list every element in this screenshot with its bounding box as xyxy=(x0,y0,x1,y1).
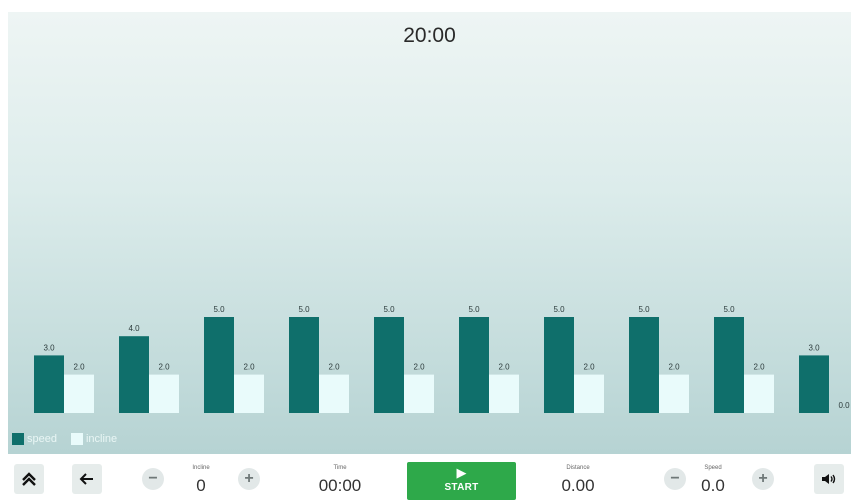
incline-bar xyxy=(234,374,264,413)
speed-value-label: 5.0 xyxy=(723,305,735,314)
legend-incline-swatch xyxy=(70,433,83,445)
back-arrow-icon xyxy=(79,473,93,485)
workout-panel: 20:00 3.0 2.0 4.0 2.0 5.0 2.0 5.0 2.0 5.0 2.0 5.0 2… xyxy=(8,12,851,454)
speed-bar xyxy=(119,336,149,413)
speed-display: Speed 0.0 xyxy=(698,465,728,496)
incline-value-label: 2.0 xyxy=(158,363,170,372)
volume-button[interactable] xyxy=(814,464,844,494)
legend-incline: incline xyxy=(70,433,118,445)
incline-value-label: 2.0 xyxy=(753,363,765,372)
speed-value-label: 4.0 xyxy=(128,324,140,333)
incline-value-label: 0.0 xyxy=(838,401,850,410)
legend-speed-swatch xyxy=(12,433,24,445)
incline-value-label: 2.0 xyxy=(73,363,85,372)
countdown-timer: 20:00 xyxy=(403,24,456,47)
distance-value: 0.00 xyxy=(561,476,595,495)
start-button[interactable]: ▶ START xyxy=(407,462,516,500)
distance-label: Distance xyxy=(566,465,590,471)
incline-value-label: 2.0 xyxy=(583,363,595,372)
incline-value: 0 xyxy=(196,476,206,495)
speed-bar xyxy=(204,317,234,413)
speed-bar xyxy=(544,317,574,413)
speed-bar xyxy=(289,317,319,413)
speed-value-label: 5.0 xyxy=(383,305,395,314)
incline-bar xyxy=(744,374,774,413)
incline-bar xyxy=(149,374,179,413)
start-label: START xyxy=(444,482,479,493)
legend-incline-label: incline xyxy=(85,433,118,445)
control-toolbar: − Incline 0 + Time 00:00 ▶ START Distanc… xyxy=(0,456,858,500)
speed-value-label: 5.0 xyxy=(553,305,565,314)
speed-value-label: 5.0 xyxy=(298,305,310,314)
incline-bar xyxy=(489,374,519,413)
speed-bar xyxy=(459,317,489,413)
legend-speed: speed xyxy=(12,433,57,445)
speed-increase-button[interactable]: + xyxy=(752,468,774,490)
speed-value-label: 5.0 xyxy=(468,305,480,314)
volume-icon xyxy=(822,474,836,484)
incline-display: Incline 0 xyxy=(186,465,216,496)
legend-speed-label: speed xyxy=(27,433,57,445)
home-button[interactable] xyxy=(14,464,44,494)
speed-value-label: 3.0 xyxy=(808,343,820,352)
workout-bar-chart: 3.0 2.0 4.0 2.0 5.0 2.0 5.0 2.0 5.0 2.0 5.0 2.0 5.0 2… xyxy=(34,305,850,413)
incline-value-label: 2.0 xyxy=(498,363,510,372)
incline-label: Incline xyxy=(192,465,210,471)
home-icon xyxy=(22,472,36,486)
speed-bar xyxy=(799,355,829,413)
time-display: Time 00:00 xyxy=(305,465,375,496)
time-value: 00:00 xyxy=(318,476,362,495)
incline-value-label: 2.0 xyxy=(413,363,425,372)
back-button[interactable] xyxy=(72,464,102,494)
incline-bar xyxy=(659,374,689,413)
speed-value: 0.0 xyxy=(701,476,725,495)
incline-bar xyxy=(64,374,94,413)
chart-legend: speed incline xyxy=(12,433,125,445)
incline-value-label: 2.0 xyxy=(328,363,340,372)
incline-decrease-button[interactable]: − xyxy=(142,468,164,490)
play-icon: ▶ xyxy=(456,465,467,480)
speed-value-label: 3.0 xyxy=(43,343,55,352)
incline-value-label: 2.0 xyxy=(243,363,255,372)
speed-bar xyxy=(374,317,404,413)
speed-bar xyxy=(714,317,744,413)
incline-value-label: 2.0 xyxy=(668,363,680,372)
incline-increase-button[interactable]: + xyxy=(238,468,260,490)
incline-bar xyxy=(404,374,434,413)
speed-decrease-button[interactable]: − xyxy=(664,468,686,490)
time-label: Time xyxy=(333,465,347,471)
incline-bar xyxy=(319,374,349,413)
distance-display: Distance 0.00 xyxy=(548,465,608,496)
speed-bar xyxy=(34,355,64,413)
speed-value-label: 5.0 xyxy=(213,305,225,314)
incline-bar xyxy=(574,374,604,413)
speed-bar xyxy=(629,317,659,413)
speed-label: Speed xyxy=(704,465,722,471)
speed-value-label: 5.0 xyxy=(638,305,650,314)
